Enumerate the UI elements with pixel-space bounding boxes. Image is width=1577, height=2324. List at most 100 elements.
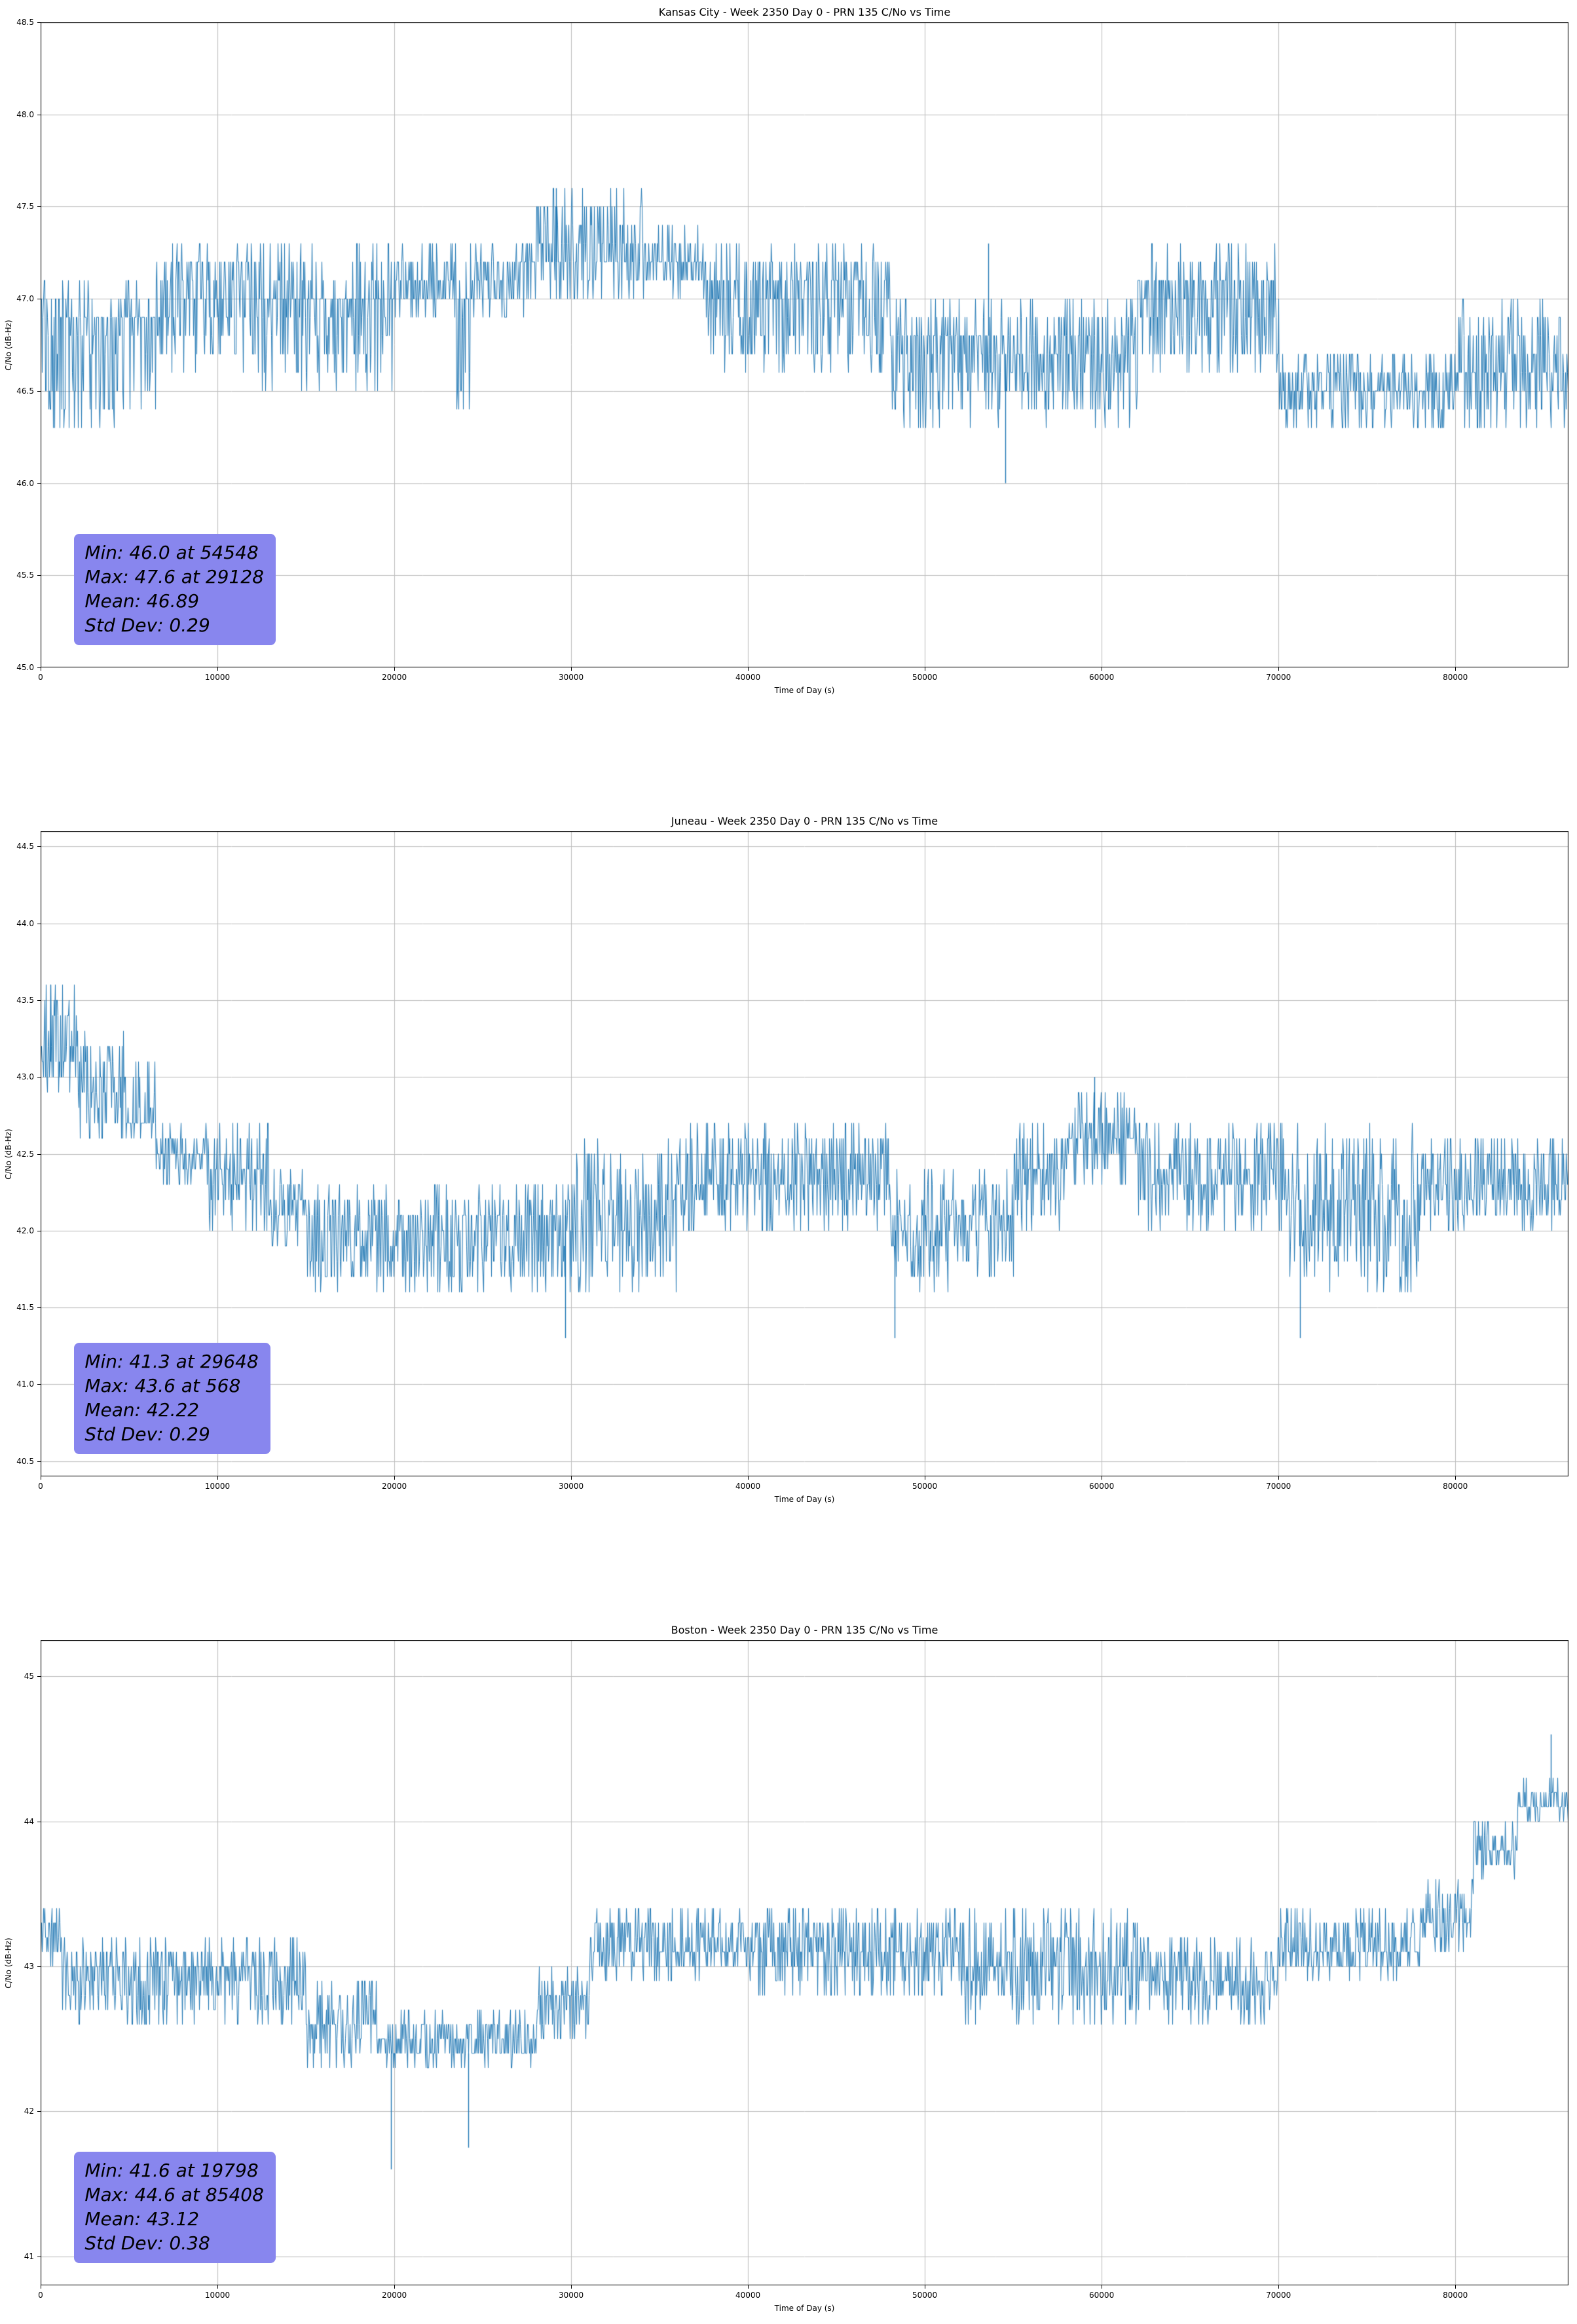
x-tick-label: 50000 [912,2291,938,2300]
x-tick-label: 20000 [381,1482,407,1491]
x-tick-label: 40000 [735,673,761,682]
y-tick-label: 43.5 [16,995,34,1005]
y-tick-mark [37,1077,41,1078]
y-tick-mark [37,206,41,208]
y-tick-mark [37,1000,41,1001]
y-tick-label: 42.5 [16,1149,34,1159]
stats-box: Min: 41.3 at 29648 Max: 43.6 at 568 Mean… [74,1342,270,1454]
y-tick-mark [37,1153,41,1155]
y-tick-mark [37,667,41,668]
y-tick-label: 48.0 [16,109,34,119]
y-tick-label: 47.0 [16,294,34,304]
y-tick-label: 42 [24,2107,34,2116]
y-axis-label: C/No (dB-Hz) [4,319,13,371]
y-tick-label: 41.5 [16,1303,34,1313]
y-tick-mark [37,1307,41,1309]
y-tick-mark [37,575,41,576]
y-tick-mark [37,390,41,392]
y-tick-label: 41.0 [16,1379,34,1389]
plot-canvas [41,831,1568,1476]
y-tick-label: 44.0 [16,918,34,928]
y-tick-mark [37,483,41,484]
x-tick-label: 80000 [1443,1482,1468,1491]
y-tick-label: 44 [24,1816,34,1826]
chart-juneau: Juneau - Week 2350 Day 0 - PRN 135 C/No … [0,814,1577,1507]
x-tick-mark [1278,667,1280,671]
x-tick-label: 10000 [204,1482,231,1491]
plot-canvas [41,1640,1568,2285]
stat-std-dev: Std Dev: 0.38 [84,2232,210,2254]
x-tick-label: 80000 [1443,673,1468,682]
stat-min: Min: 41.6 at 19798 [84,2159,259,2181]
x-tick-mark [748,2285,749,2289]
x-axis-label: Time of Day (s) [774,1495,835,1504]
chart-boston: Boston - Week 2350 Day 0 - PRN 135 C/No … [0,1623,1577,2315]
stat-max: Max: 43.6 at 568 [84,1374,241,1396]
stat-mean: Mean: 46.89 [84,590,200,612]
x-tick-label: 80000 [1443,2291,1468,2300]
chart-title: Kansas City - Week 2350 Day 0 - PRN 135 … [658,6,951,18]
x-tick-mark [1455,1476,1456,1480]
y-tick-label: 48.5 [16,18,34,27]
x-tick-label: 60000 [1089,1482,1115,1491]
x-tick-label: 0 [38,2291,43,2300]
x-tick-mark [571,1476,572,1480]
x-tick-label: 70000 [1266,673,1291,682]
y-tick-label: 43 [24,1962,34,1972]
x-axis-label: Time of Day (s) [774,2304,835,2313]
x-tick-label: 30000 [558,673,584,682]
x-tick-mark [394,2285,396,2289]
chart-kansas-city: Kansas City - Week 2350 Day 0 - PRN 135 … [0,5,1577,698]
y-tick-mark [37,1461,41,1462]
stat-std-dev: Std Dev: 0.29 [84,614,210,636]
x-tick-mark [217,1476,219,1480]
x-tick-label: 50000 [912,1482,938,1491]
y-tick-label: 42.0 [16,1226,34,1235]
stat-max: Max: 44.6 at 85408 [84,2183,264,2205]
x-tick-mark [394,667,396,671]
x-tick-label: 50000 [912,673,938,682]
x-tick-mark [1455,2285,1456,2289]
y-tick-label: 46.0 [16,478,34,488]
stats-box: Min: 46.0 at 54548 Max: 47.6 at 29128 Me… [74,533,276,645]
x-tick-mark [394,1476,396,1480]
x-tick-label: 20000 [381,673,407,682]
x-tick-label: 0 [38,1482,43,1491]
stat-max: Max: 47.6 at 29128 [84,565,264,588]
x-tick-mark [571,2285,572,2289]
y-tick-label: 45 [24,1672,34,1681]
stat-std-dev: Std Dev: 0.29 [84,1423,210,1445]
x-tick-label: 60000 [1089,673,1115,682]
x-tick-mark [1278,2285,1280,2289]
y-tick-mark [37,1966,41,1968]
y-tick-label: 45.0 [16,663,34,672]
x-tick-label: 70000 [1266,2291,1291,2300]
stat-mean: Mean: 43.12 [84,2207,200,2230]
y-tick-label: 40.5 [16,1456,34,1466]
y-tick-label: 41 [24,2251,34,2261]
x-tick-label: 0 [38,673,43,682]
plot-area: C/No (dB-Hz) Min: 46.0 at 54548 Max: 47.… [4,18,1568,682]
stat-min: Min: 41.3 at 29648 [84,1350,259,1372]
x-tick-mark [571,667,572,671]
x-tick-mark [217,667,219,671]
x-tick-mark [217,2285,219,2289]
y-tick-label: 43.0 [16,1072,34,1082]
x-tick-label: 70000 [1266,1482,1291,1491]
x-tick-label: 10000 [204,673,231,682]
y-tick-label: 46.5 [16,386,34,396]
y-tick-mark [37,1384,41,1385]
y-tick-label: 45.5 [16,571,34,580]
plot-canvas [41,22,1568,667]
x-tick-label: 60000 [1089,2291,1115,2300]
y-tick-mark [37,846,41,848]
plot-area: C/No (dB-Hz) Min: 41.6 at 19798 Max: 44.… [4,1640,1568,2300]
x-tick-mark [1278,1476,1280,1480]
plot-area: C/No (dB-Hz) Min: 41.3 at 29648 Max: 43.… [4,831,1568,1491]
x-tick-mark [1455,667,1456,671]
stats-box: Min: 41.6 at 19798 Max: 44.6 at 85408 Me… [74,2151,276,2263]
chart-title: Boston - Week 2350 Day 0 - PRN 135 C/No … [671,1624,938,1636]
y-tick-mark [37,22,41,23]
y-tick-mark [37,1676,41,1677]
